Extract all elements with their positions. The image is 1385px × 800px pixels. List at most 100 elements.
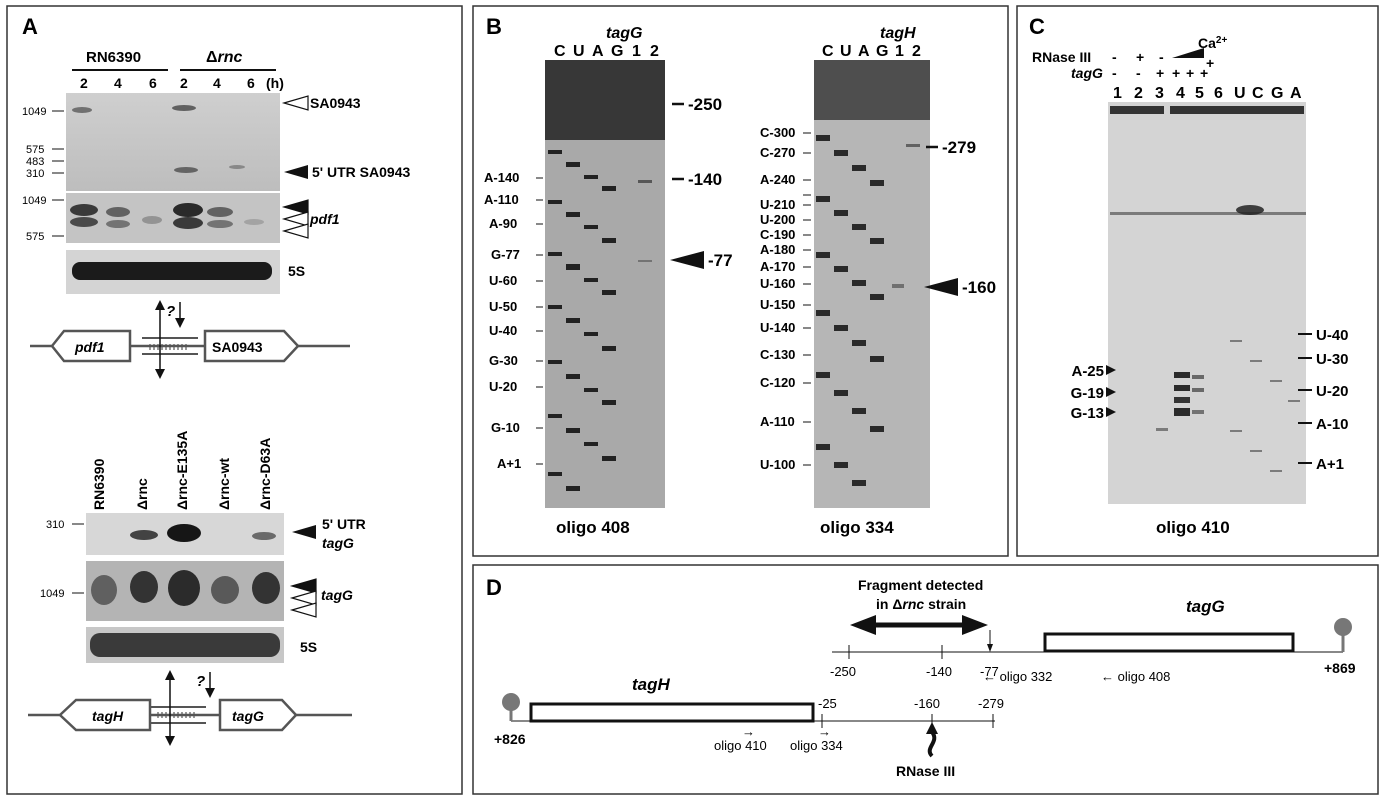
strain-drnc: Δrnc bbox=[206, 49, 243, 66]
gel2-title: tagH bbox=[880, 25, 916, 42]
svg-text:A-180: A-180 bbox=[760, 242, 795, 257]
fragment-line2: in Δrnc strain bbox=[876, 596, 966, 612]
svg-text:A+1: A+1 bbox=[497, 456, 521, 471]
svg-text:G: G bbox=[1271, 85, 1283, 102]
blot-5utr-tagg-bands bbox=[130, 524, 276, 542]
panel-a-letter: A bbox=[22, 14, 38, 39]
tp-3: 6 bbox=[149, 75, 157, 91]
svg-text:-279: -279 bbox=[978, 696, 1004, 711]
gene-label-tagg-d: tagG bbox=[1186, 597, 1225, 616]
oligo-408-label: ← oligo 408 bbox=[1101, 669, 1170, 684]
svg-text:C-270: C-270 bbox=[760, 145, 795, 160]
svg-text:U-40: U-40 bbox=[1316, 327, 1349, 344]
svg-text:-279: -279 bbox=[942, 138, 976, 157]
gel2 bbox=[814, 60, 930, 508]
svg-text:C-300: C-300 bbox=[760, 125, 795, 140]
top-map: -250 -140 -77 tagG +869 ← oligo 332 ← ol… bbox=[830, 597, 1356, 684]
label-5utr: 5' UTR bbox=[322, 516, 366, 532]
svg-text:C-120: C-120 bbox=[760, 375, 795, 390]
svg-text:+869: +869 bbox=[1324, 660, 1356, 676]
panel-c-lane-labels: 1 2 3 4 5 6 U C G A bbox=[1113, 85, 1302, 102]
svg-text:G-10: G-10 bbox=[491, 420, 520, 435]
oligo-334-label: oligo 334 bbox=[790, 738, 843, 753]
oligo-410-label: oligo 410 bbox=[714, 738, 767, 753]
svg-text:2: 2 bbox=[650, 43, 659, 60]
svg-text:1049: 1049 bbox=[22, 195, 46, 207]
rnase-iii-label: RNase III bbox=[896, 763, 955, 779]
label-5utr-sa0943: 5' UTR SA0943 bbox=[312, 164, 410, 180]
gene-box-pdf1 bbox=[50, 329, 132, 363]
gel1-lane-labels: C U A G 1 2 bbox=[554, 43, 659, 60]
svg-text:+: + bbox=[1200, 65, 1208, 81]
markers-mid: 1049 575 bbox=[22, 195, 64, 243]
gene-label-sa0943: SA0943 bbox=[212, 339, 263, 355]
tp-6: 6 bbox=[247, 75, 255, 91]
panel-c-header: RNase III - + - Ca2+ + tagG - - + + + + bbox=[1032, 35, 1227, 81]
svg-text:-: - bbox=[1159, 49, 1164, 65]
svg-text:A-90: A-90 bbox=[489, 216, 517, 231]
blot-pdf1 bbox=[66, 193, 280, 243]
svg-text:C: C bbox=[554, 43, 566, 60]
filled-arrowhead-5utr bbox=[284, 165, 308, 179]
panel-d-letter: D bbox=[486, 575, 502, 600]
gel3 bbox=[1108, 102, 1306, 504]
lane-drnc-e135a: Δrnc-E135A bbox=[174, 431, 190, 510]
blot-sa0943-bands bbox=[72, 105, 245, 173]
svg-text:-250: -250 bbox=[688, 95, 722, 114]
blot-5s-top-band bbox=[72, 262, 272, 280]
fragment-double-arrow bbox=[850, 615, 988, 635]
gene-box-sa0943 bbox=[203, 329, 300, 363]
oligo-332-label: ← oligo 332 bbox=[983, 669, 1052, 684]
gene-box-tagh-d bbox=[529, 702, 815, 723]
svg-text:+: + bbox=[1206, 55, 1214, 71]
svg-text:U-100: U-100 bbox=[760, 457, 795, 472]
lane-drnc: Δrnc bbox=[134, 478, 150, 510]
svg-text:2: 2 bbox=[912, 43, 921, 60]
blot-5s-bottom-band bbox=[90, 633, 280, 657]
gene-box-tagh bbox=[58, 698, 152, 732]
svg-text:A: A bbox=[1290, 85, 1302, 102]
svg-text:1: 1 bbox=[895, 43, 904, 60]
gene-label-tagh-d: tagH bbox=[632, 675, 671, 694]
svg-text:A-10: A-10 bbox=[1316, 416, 1349, 433]
lane-drnc-wt: Δrnc-wt bbox=[216, 458, 232, 510]
panel-d-frame bbox=[472, 564, 1379, 795]
svg-text:Ca2+: Ca2+ bbox=[1198, 35, 1227, 51]
svg-text:G: G bbox=[876, 43, 888, 60]
lane-rn6390: RN6390 bbox=[91, 458, 107, 510]
tp-unit: (h) bbox=[266, 75, 284, 91]
tagg-arrowheads bbox=[289, 578, 317, 618]
svg-text:U-50: U-50 bbox=[489, 299, 517, 314]
gel1-oligo: oligo 408 bbox=[556, 518, 630, 537]
panel-c-frame bbox=[1016, 5, 1379, 557]
svg-text:U-40: U-40 bbox=[489, 323, 517, 338]
svg-text:A: A bbox=[592, 43, 604, 60]
svg-text:+: + bbox=[1156, 65, 1164, 81]
svg-text:4: 4 bbox=[1176, 85, 1185, 102]
svg-text:A-240: A-240 bbox=[760, 172, 795, 187]
svg-text:A: A bbox=[858, 43, 870, 60]
svg-text:A-110: A-110 bbox=[484, 192, 519, 207]
gel1-ladder-labels: A-140 A-110 A-90 G-77 U-60 U-50 U-40 G-3… bbox=[484, 170, 543, 471]
svg-text:G-19: G-19 bbox=[1071, 385, 1104, 402]
panel-c-left-marks: A-25 G-19 G-13 bbox=[1071, 363, 1116, 422]
svg-text:-160: -160 bbox=[914, 696, 940, 711]
panel-b-letter: B bbox=[486, 14, 502, 39]
panel-a-frame bbox=[6, 5, 463, 795]
svg-text:483: 483 bbox=[26, 156, 44, 168]
svg-text:G: G bbox=[611, 43, 623, 60]
svg-text:1049: 1049 bbox=[22, 106, 46, 118]
gene-box-tagg-d bbox=[1043, 632, 1295, 653]
svg-text:+: + bbox=[1186, 65, 1194, 81]
svg-text:+: + bbox=[1136, 49, 1144, 65]
gene-label-tagg: tagG bbox=[232, 708, 264, 724]
svg-text:G-77: G-77 bbox=[491, 247, 520, 262]
gel2-lane-labels: C U A G 1 2 bbox=[822, 43, 921, 60]
label-sa0943: SA0943 bbox=[310, 95, 361, 111]
svg-text:6: 6 bbox=[1214, 85, 1223, 102]
svg-text:U-30: U-30 bbox=[1316, 351, 1349, 368]
gene-label-tagh: tagH bbox=[92, 708, 124, 724]
markers-top: 1049 575 483 310 bbox=[22, 106, 64, 180]
gene-map-1: pdf1 SA0943 ? bbox=[30, 300, 350, 379]
tp-2: 4 bbox=[114, 75, 122, 91]
